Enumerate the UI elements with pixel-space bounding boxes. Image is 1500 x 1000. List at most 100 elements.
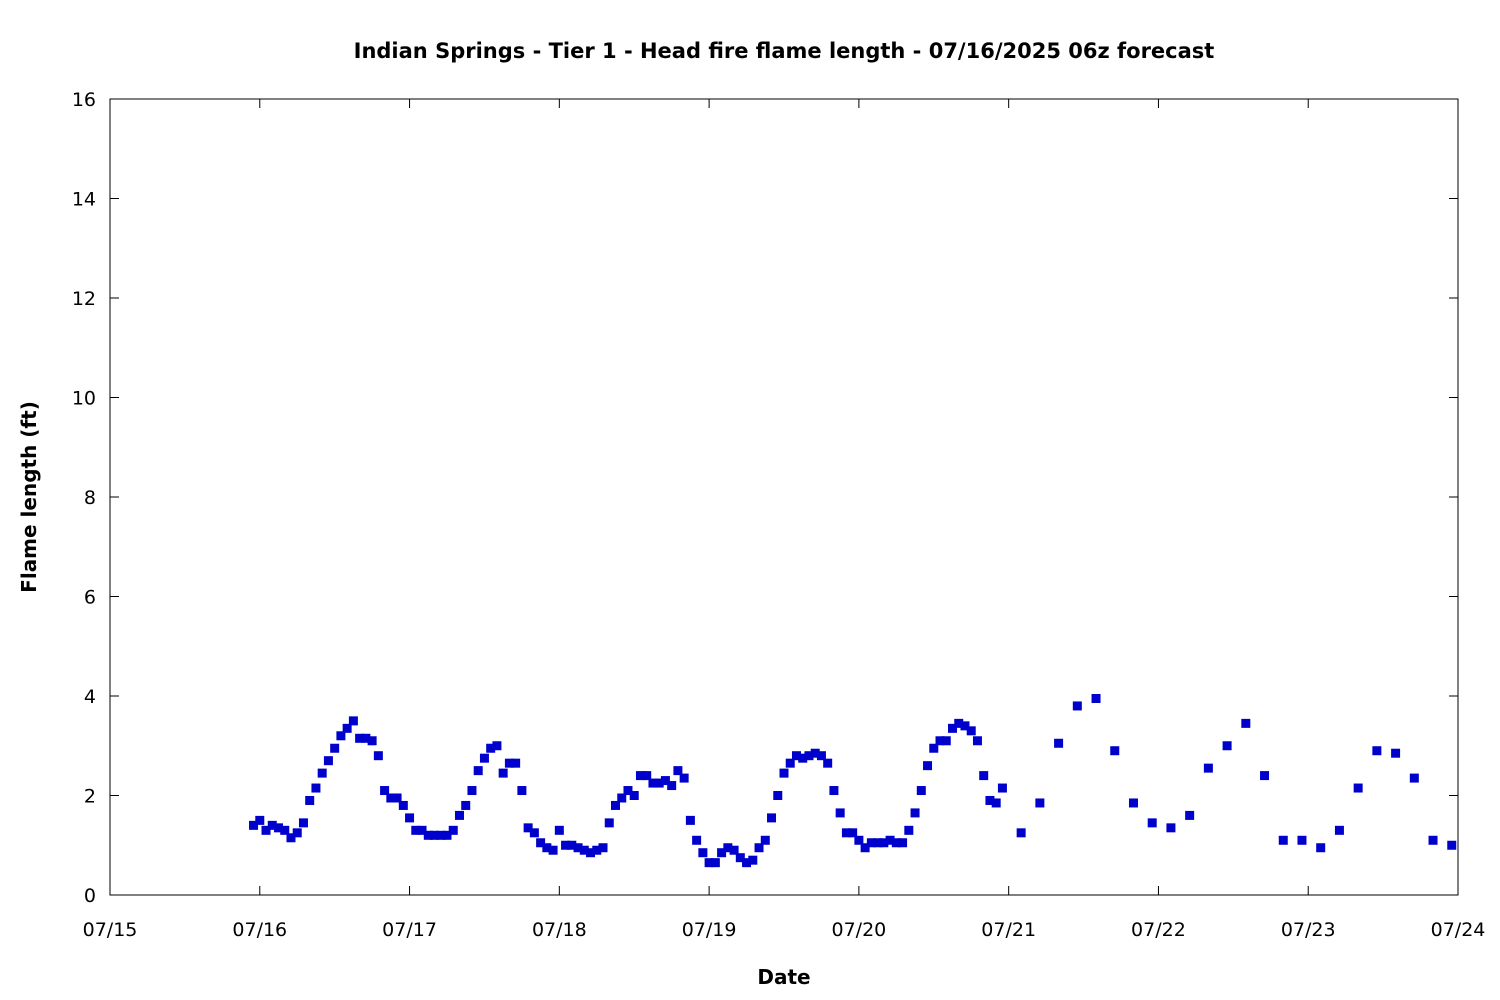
data-point (1447, 840, 1457, 850)
data-point (997, 783, 1007, 793)
data-point (567, 840, 577, 850)
data-point (479, 753, 489, 763)
data-point (448, 825, 458, 835)
data-point (417, 825, 427, 835)
data-point (1241, 718, 1251, 728)
data-point (804, 751, 814, 761)
data-point (904, 825, 914, 835)
data-point (910, 808, 920, 818)
data-point (1035, 798, 1045, 808)
data-point (985, 795, 995, 805)
data-point (1409, 773, 1419, 783)
data-point (523, 823, 533, 833)
data-point (1147, 818, 1157, 828)
data-point (298, 818, 308, 828)
data-point (1260, 771, 1270, 781)
data-point (1110, 746, 1120, 756)
y-tick-label: 0 (84, 885, 96, 907)
data-point (611, 800, 620, 810)
data-point (698, 848, 708, 858)
data-point (430, 830, 440, 840)
data-point (592, 845, 602, 855)
data-point (498, 768, 508, 778)
data-point (380, 786, 390, 796)
data-point (854, 835, 864, 845)
data-point (292, 828, 302, 838)
data-point (1391, 748, 1401, 758)
data-point (1128, 798, 1138, 808)
data-point (966, 726, 976, 736)
data-point (979, 771, 989, 781)
x-tick-label: 07/23 (1281, 919, 1336, 941)
data-point (305, 795, 315, 805)
x-tick-label: 07/17 (382, 919, 437, 941)
data-point (355, 733, 365, 743)
data-point (1072, 701, 1082, 711)
x-tick-label: 07/15 (83, 919, 138, 941)
data-point (679, 773, 689, 783)
data-point (1203, 763, 1213, 773)
data-point (348, 716, 358, 726)
y-tick-label: 16 (72, 89, 96, 111)
data-point (704, 858, 714, 868)
data-point (898, 838, 908, 848)
data-point (392, 793, 402, 803)
data-point (548, 845, 558, 855)
data-point (423, 830, 433, 840)
y-tick-label: 10 (72, 388, 96, 410)
data-point (1353, 783, 1363, 793)
data-point (330, 743, 340, 753)
data-point (660, 776, 670, 786)
x-tick-label: 07/21 (981, 919, 1036, 941)
x-tick-label: 07/19 (682, 919, 737, 941)
data-point (436, 830, 446, 840)
y-tick-label: 2 (84, 786, 96, 808)
data-point (1016, 828, 1026, 838)
data-point (873, 838, 883, 848)
data-point (1091, 693, 1101, 703)
data-point (823, 758, 833, 768)
data-point (342, 723, 352, 733)
data-point (723, 843, 733, 853)
data-point (692, 835, 702, 845)
data-point (885, 835, 895, 845)
data-point (1185, 810, 1195, 820)
data-point (791, 751, 801, 761)
y-tick-label: 14 (72, 189, 96, 211)
data-point (604, 818, 614, 828)
data-points (249, 693, 1457, 868)
data-point (442, 830, 452, 840)
data-point (635, 771, 645, 781)
data-point (486, 743, 496, 753)
data-point (773, 791, 783, 800)
chart-title: Indian Springs - Tier 1 - Head fire flam… (354, 39, 1215, 63)
data-point (767, 813, 777, 823)
data-point (654, 778, 664, 788)
data-point (1372, 746, 1382, 756)
data-point (1222, 741, 1232, 751)
data-point (742, 858, 752, 868)
y-axis-label: Flame length (ft) (17, 401, 41, 593)
data-point (735, 853, 745, 863)
data-point (673, 766, 683, 776)
data-point (829, 786, 839, 796)
data-point (336, 731, 346, 741)
data-point (879, 838, 889, 848)
x-axis-label: Date (757, 965, 810, 989)
data-point (685, 815, 695, 825)
y-tick-label: 8 (84, 487, 96, 509)
data-point (274, 823, 283, 833)
x-axis: 07/15 07/16 07/17 07/18 07/19 07/20 07/21 07/22… (83, 99, 1485, 941)
data-point (1316, 843, 1326, 853)
data-point (866, 838, 876, 848)
data-point (617, 793, 627, 803)
data-point (835, 808, 845, 818)
data-point (504, 758, 514, 768)
data-point (1297, 835, 1307, 845)
data-point (454, 810, 464, 820)
data-point (267, 820, 277, 830)
data-point (361, 733, 371, 743)
data-point (841, 828, 851, 838)
data-point (317, 768, 327, 778)
data-point (261, 825, 271, 835)
